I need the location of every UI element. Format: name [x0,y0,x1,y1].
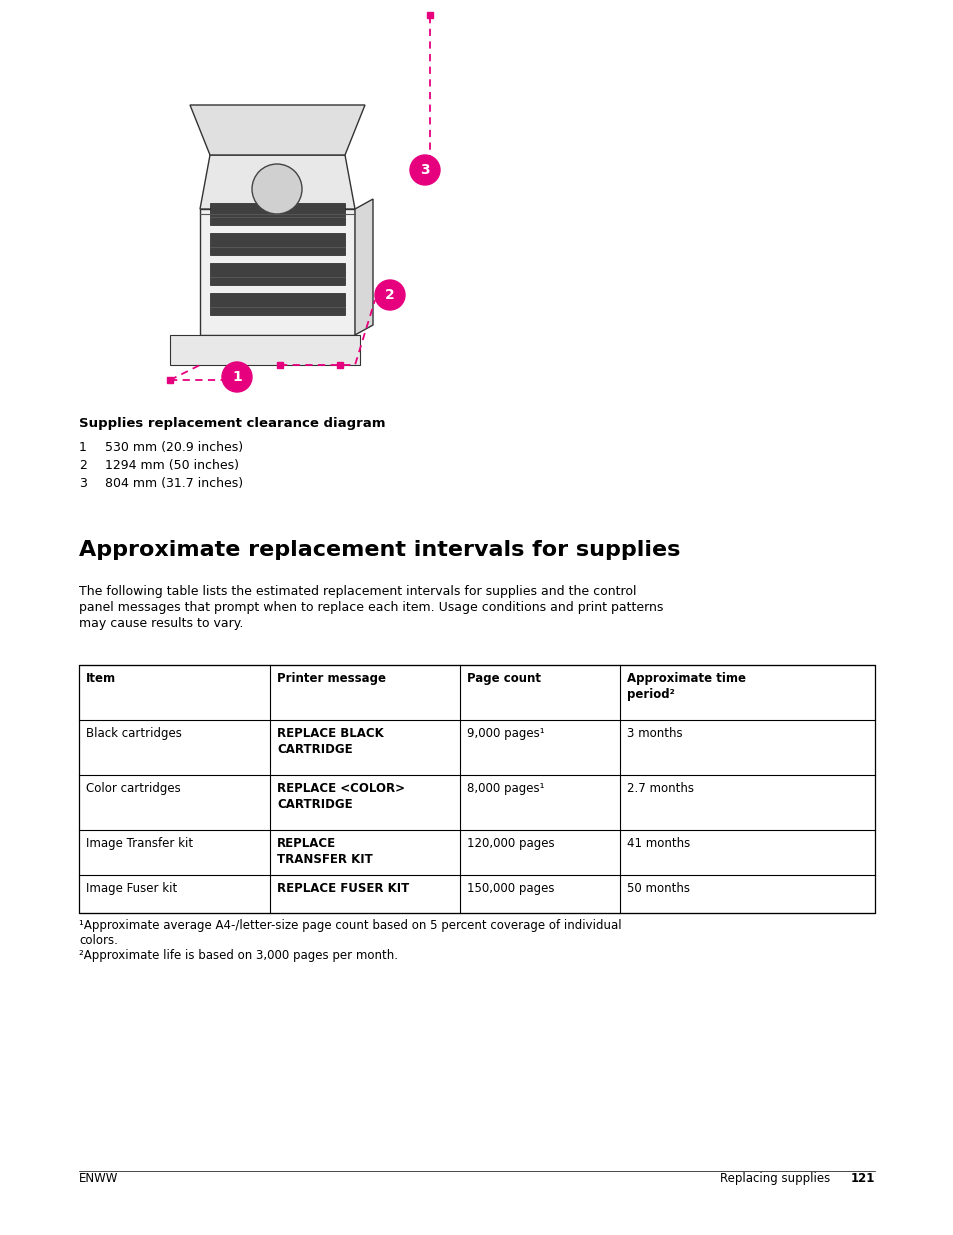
Text: 3 months: 3 months [626,727,682,740]
Polygon shape [355,199,373,335]
Polygon shape [170,335,359,366]
Polygon shape [200,209,355,335]
Text: 150,000 pages: 150,000 pages [467,882,554,895]
Text: 3: 3 [79,477,87,490]
Text: 804 mm (31.7 inches): 804 mm (31.7 inches) [105,477,243,490]
Polygon shape [210,203,345,225]
Text: 8,000 pages¹: 8,000 pages¹ [467,782,544,795]
Text: 2.7 months: 2.7 months [626,782,693,795]
Text: 121: 121 [850,1172,874,1186]
Text: Replacing supplies: Replacing supplies [719,1172,829,1186]
Text: 50 months: 50 months [626,882,689,895]
Text: ²Approximate life is based on 3,000 pages per month.: ²Approximate life is based on 3,000 page… [79,948,397,962]
Text: Image Transfer kit: Image Transfer kit [86,837,193,850]
Text: Approximate time
period²: Approximate time period² [626,672,745,701]
Text: 1294 mm (50 inches): 1294 mm (50 inches) [105,459,239,472]
Text: Supplies replacement clearance diagram: Supplies replacement clearance diagram [79,417,385,430]
Text: Item: Item [86,672,116,685]
Circle shape [410,156,439,185]
Text: 2: 2 [385,288,395,303]
Text: panel messages that prompt when to replace each item. Usage conditions and print: panel messages that prompt when to repla… [79,601,662,614]
Text: Black cartridges: Black cartridges [86,727,182,740]
Text: REPLACE BLACK
CARTRIDGE: REPLACE BLACK CARTRIDGE [276,727,383,756]
Text: 120,000 pages: 120,000 pages [467,837,554,850]
Text: Image Fuser kit: Image Fuser kit [86,882,177,895]
Text: 1: 1 [79,441,87,454]
Text: 9,000 pages¹: 9,000 pages¹ [467,727,544,740]
Text: 530 mm (20.9 inches): 530 mm (20.9 inches) [105,441,243,454]
Polygon shape [210,293,345,315]
Text: REPLACE FUSER KIT: REPLACE FUSER KIT [276,882,409,895]
Text: Color cartridges: Color cartridges [86,782,180,795]
Circle shape [375,280,405,310]
Polygon shape [200,156,355,209]
Polygon shape [190,105,365,156]
Polygon shape [210,263,345,285]
Text: Approximate replacement intervals for supplies: Approximate replacement intervals for su… [79,540,679,559]
Text: 1: 1 [232,370,242,384]
Text: REPLACE <COLOR>
CARTRIDGE: REPLACE <COLOR> CARTRIDGE [276,782,405,811]
Text: ENWW: ENWW [79,1172,118,1186]
Polygon shape [210,233,345,254]
Text: Printer message: Printer message [276,672,386,685]
Text: colors.: colors. [79,934,118,947]
Text: ¹Approximate average A4-/letter-size page count based on 5 percent coverage of i: ¹Approximate average A4-/letter-size pag… [79,919,621,932]
Text: REPLACE
TRANSFER KIT: REPLACE TRANSFER KIT [276,837,373,866]
Circle shape [222,362,252,391]
Circle shape [252,164,302,214]
Text: The following table lists the estimated replacement intervals for supplies and t: The following table lists the estimated … [79,585,636,598]
Text: 2: 2 [79,459,87,472]
Text: may cause results to vary.: may cause results to vary. [79,618,243,630]
Text: Page count: Page count [467,672,540,685]
Text: 3: 3 [419,163,430,177]
Bar [79,664,874,913]
Text: 41 months: 41 months [626,837,690,850]
